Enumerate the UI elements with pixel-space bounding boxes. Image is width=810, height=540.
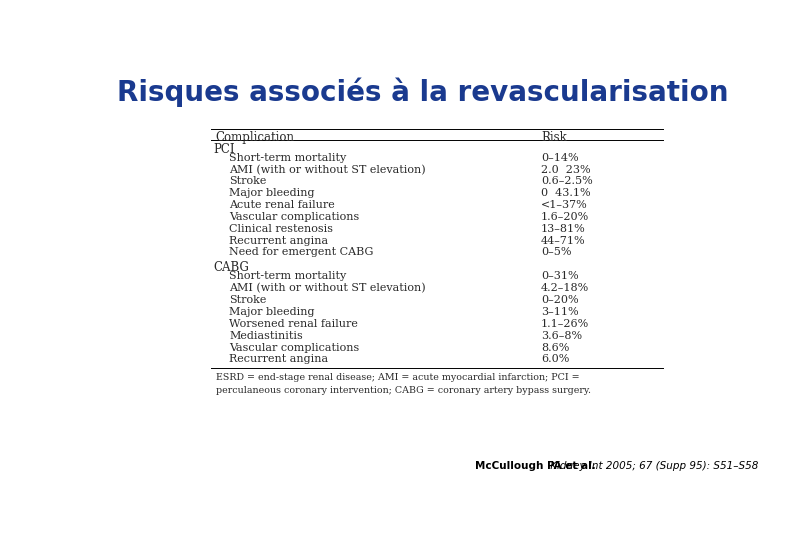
- Text: Need for emergent CABG: Need for emergent CABG: [229, 247, 373, 258]
- Text: ESRD = end-stage renal disease; AMI = acute myocardial infarction; PCI =
percula: ESRD = end-stage renal disease; AMI = ac…: [215, 373, 590, 395]
- Text: 0–5%: 0–5%: [541, 247, 572, 258]
- Text: Major bleeding: Major bleeding: [229, 188, 315, 198]
- Text: Complication: Complication: [215, 131, 295, 144]
- Text: 1.6–20%: 1.6–20%: [541, 212, 590, 222]
- Text: PCI: PCI: [213, 143, 235, 156]
- Text: 44–71%: 44–71%: [541, 235, 586, 246]
- Text: McCullough PA et al.: McCullough PA et al.: [475, 462, 595, 471]
- Text: 0  43.1%: 0 43.1%: [541, 188, 590, 198]
- Text: 8.6%: 8.6%: [541, 342, 569, 353]
- Text: 3.6–8%: 3.6–8%: [541, 330, 582, 341]
- Text: 6.0%: 6.0%: [541, 354, 569, 364]
- Text: <1–37%: <1–37%: [541, 200, 588, 210]
- Text: Clinical restenosis: Clinical restenosis: [229, 224, 333, 234]
- Text: AMI (with or without ST elevation): AMI (with or without ST elevation): [229, 165, 426, 175]
- Text: 13–81%: 13–81%: [541, 224, 586, 234]
- Text: Stroke: Stroke: [229, 295, 266, 305]
- Text: Recurrent angina: Recurrent angina: [229, 354, 328, 364]
- Text: CABG: CABG: [213, 261, 249, 274]
- Text: Short-term mortality: Short-term mortality: [229, 272, 347, 281]
- Text: 0–14%: 0–14%: [541, 153, 578, 163]
- Text: 1.1–26%: 1.1–26%: [541, 319, 590, 329]
- Text: Mediastinitis: Mediastinitis: [229, 330, 303, 341]
- Text: Major bleeding: Major bleeding: [229, 307, 315, 317]
- Text: Risk: Risk: [541, 131, 567, 144]
- Text: Acute renal failure: Acute renal failure: [229, 200, 335, 210]
- Text: Vascular complications: Vascular complications: [229, 342, 360, 353]
- Text: AMI (with or without ST elevation): AMI (with or without ST elevation): [229, 284, 426, 294]
- Text: Short-term mortality: Short-term mortality: [229, 153, 347, 163]
- Text: 0.6–2.5%: 0.6–2.5%: [541, 177, 593, 186]
- Text: 3–11%: 3–11%: [541, 307, 578, 317]
- Text: 0–31%: 0–31%: [541, 272, 578, 281]
- Text: Recurrent angina: Recurrent angina: [229, 235, 328, 246]
- Text: Worsened renal failure: Worsened renal failure: [229, 319, 358, 329]
- Text: 0–20%: 0–20%: [541, 295, 578, 305]
- Text: Kidney Int 2005; 67 (Supp 95): S51–S58: Kidney Int 2005; 67 (Supp 95): S51–S58: [547, 462, 758, 471]
- Text: 4.2–18%: 4.2–18%: [541, 284, 590, 293]
- Text: Risques associés à la revascularisation: Risques associés à la revascularisation: [117, 77, 728, 107]
- Text: Stroke: Stroke: [229, 177, 266, 186]
- Text: Vascular complications: Vascular complications: [229, 212, 360, 222]
- Text: 2.0  23%: 2.0 23%: [541, 165, 590, 174]
